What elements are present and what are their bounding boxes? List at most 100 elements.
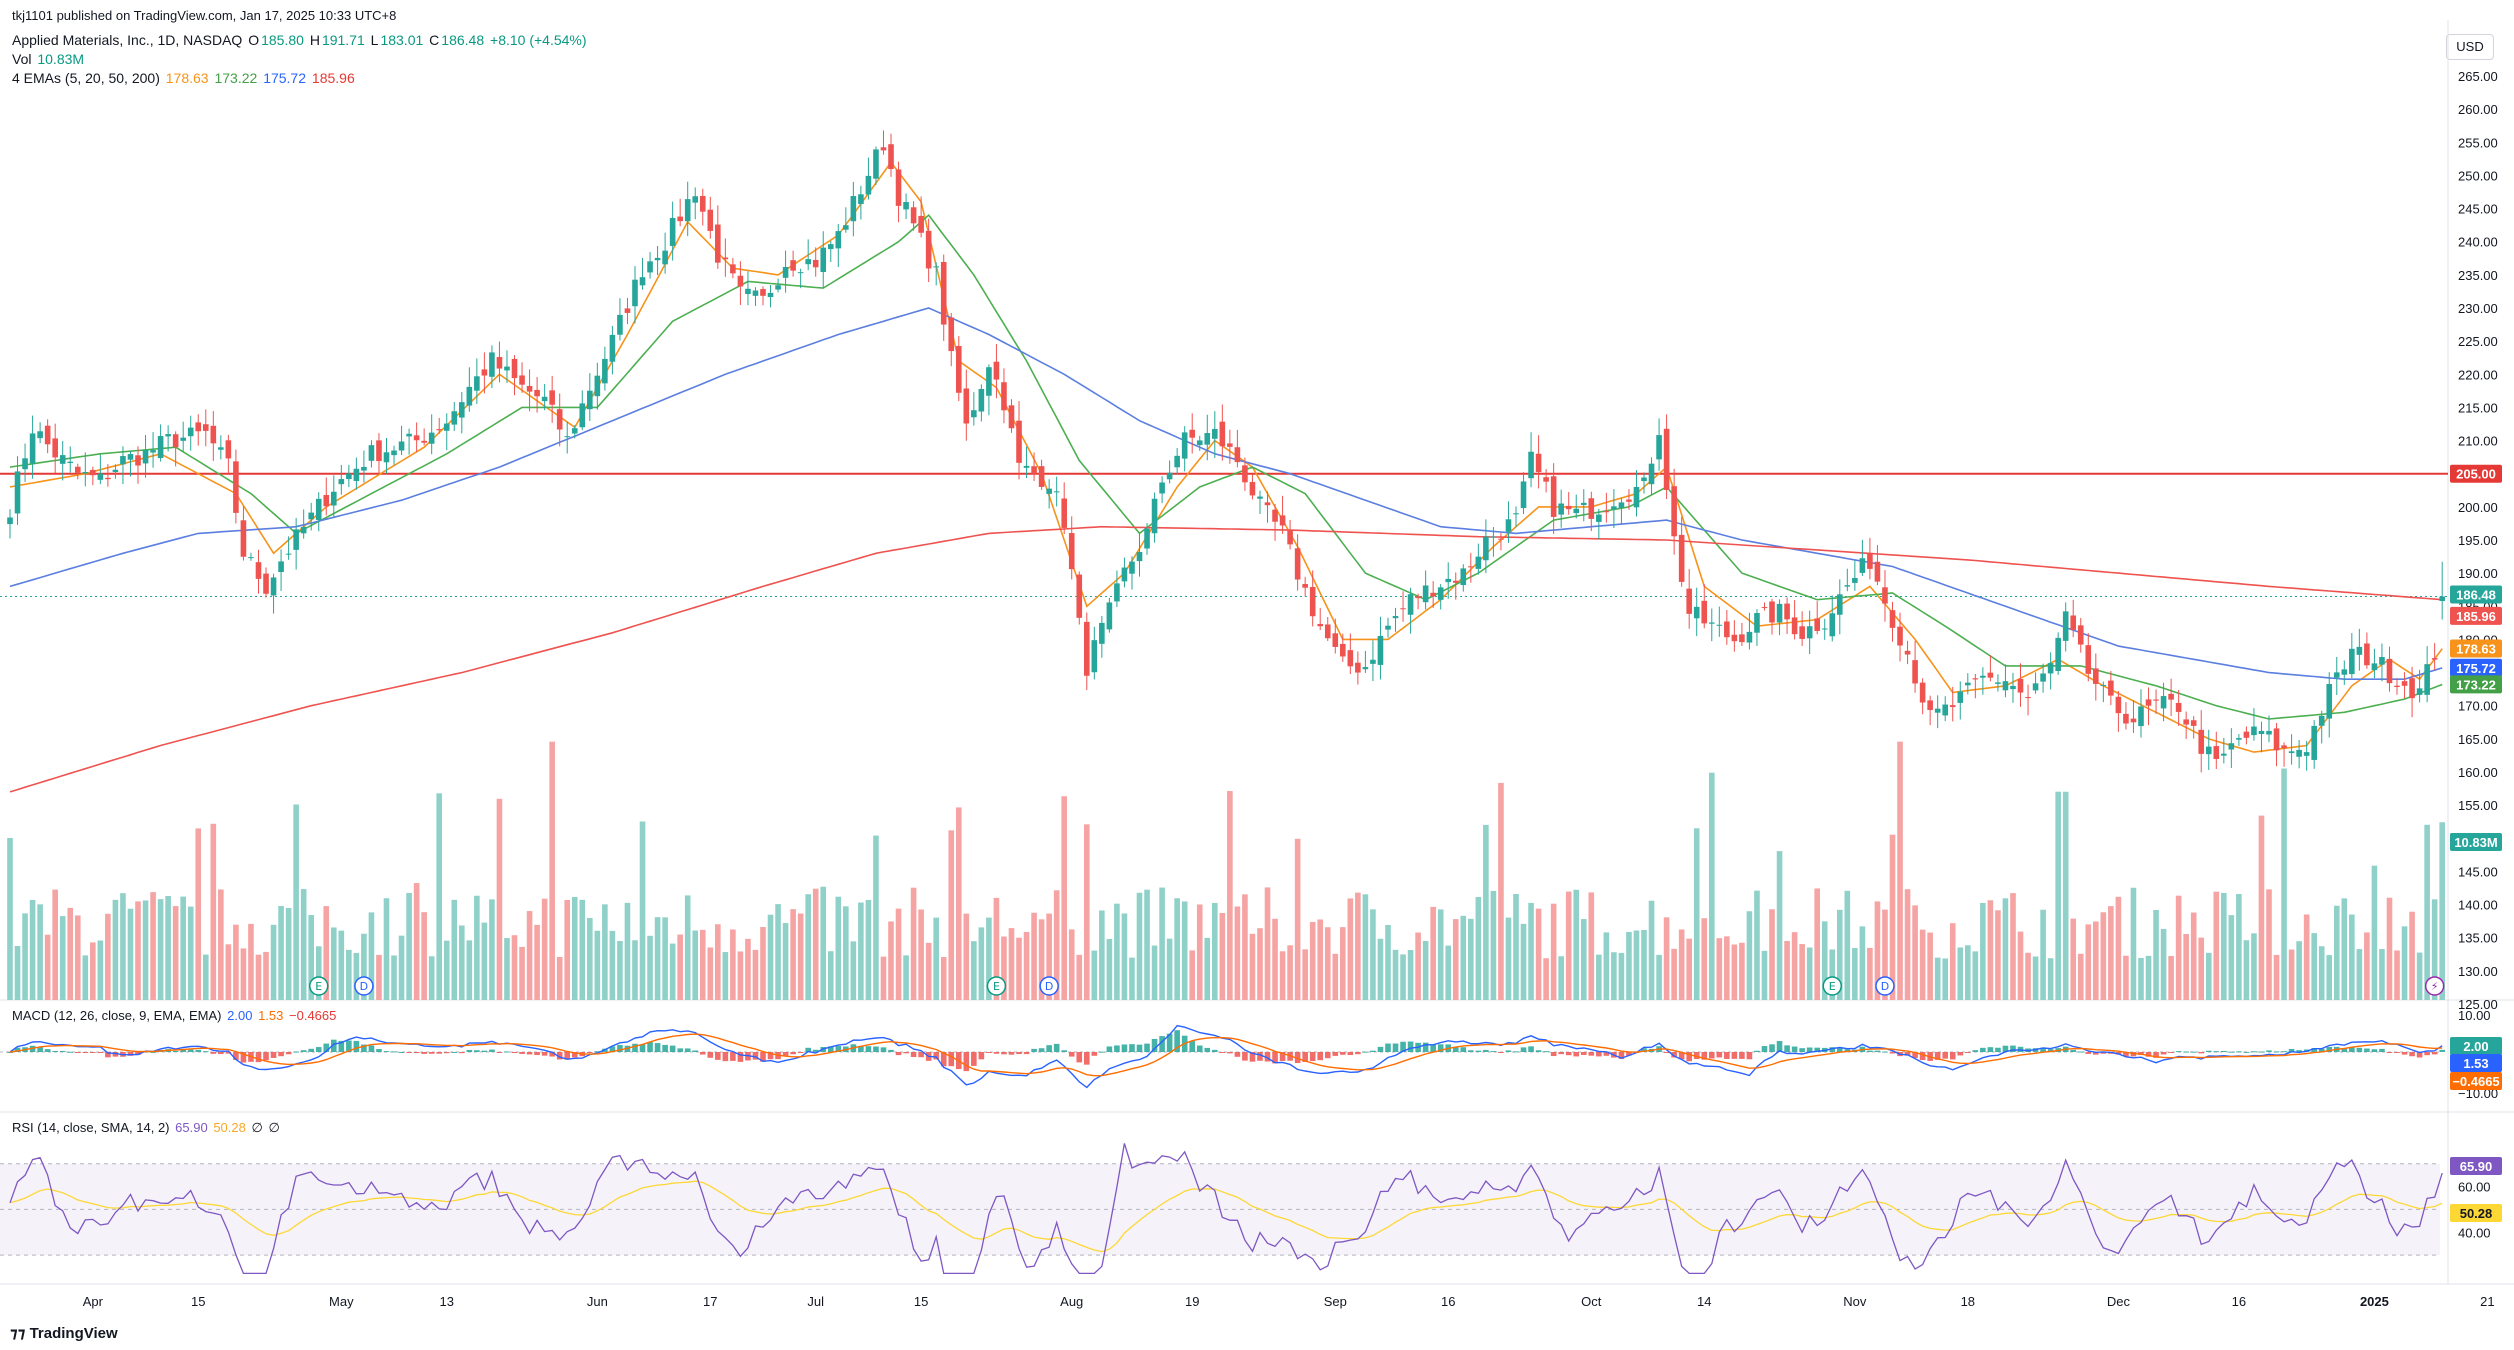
macd-histogram-bar xyxy=(2228,1051,2235,1053)
volume-bar xyxy=(1761,950,1768,1000)
volume-bar xyxy=(1031,912,1037,1000)
macd-histogram-bar xyxy=(218,1052,224,1055)
candle-body xyxy=(428,432,435,444)
macd-histogram-bar xyxy=(1806,1047,1813,1052)
macd-histogram-bar xyxy=(2439,1049,2445,1052)
candle-body xyxy=(1904,650,1911,655)
volume-bar xyxy=(240,948,247,1000)
currency-button[interactable]: USD xyxy=(2446,34,2494,60)
macd-histogram-bar xyxy=(692,1050,699,1052)
volume-bar xyxy=(1980,902,1986,1000)
candle-body xyxy=(1784,603,1790,620)
volume-bar xyxy=(2243,940,2250,1000)
macd-histogram-bar xyxy=(1573,1052,1580,1057)
volume-bar xyxy=(737,951,744,1000)
volume-bar xyxy=(910,887,917,1000)
ema-line xyxy=(9,214,2443,720)
volume-bar xyxy=(180,896,186,1000)
volume-bar xyxy=(2205,952,2212,1000)
candle-body xyxy=(2017,678,2024,693)
brand-name: TradingView xyxy=(29,1325,118,1342)
macd-histogram-bar xyxy=(1159,1036,1165,1052)
candle-body xyxy=(1460,568,1467,586)
price-tick-label: 170.00 xyxy=(2458,699,2498,714)
macd-histogram-bar xyxy=(1317,1052,1324,1061)
macd-histogram-bar xyxy=(2010,1045,2016,1052)
candle-body xyxy=(827,244,834,250)
macd-histogram-bar xyxy=(752,1052,759,1060)
candle-body xyxy=(903,202,909,210)
candle-body xyxy=(1912,660,1918,684)
candle-body xyxy=(308,512,314,520)
volume-bar xyxy=(300,889,307,1000)
volume-bar xyxy=(2108,906,2114,1000)
volume-bar xyxy=(1317,919,1324,1000)
candle-body xyxy=(1317,623,1324,627)
volume-bar xyxy=(225,944,232,1000)
macd-histogram-bar xyxy=(1972,1050,1979,1052)
macd-histogram-bar xyxy=(1829,1047,1836,1052)
candle-body xyxy=(1468,566,1474,568)
volume-bar xyxy=(1234,906,1241,1000)
candle-body xyxy=(2341,669,2348,675)
macd-histogram-bar xyxy=(1121,1044,1128,1052)
candle-body xyxy=(1565,505,1572,510)
candle-body xyxy=(1151,498,1158,534)
volume-bar xyxy=(504,938,510,1000)
time-tick-label: Nov xyxy=(1843,1294,1867,1309)
candle-body xyxy=(2010,685,2016,690)
candle-body xyxy=(993,361,1000,380)
macd-histogram-bar xyxy=(556,1052,563,1060)
candle-body xyxy=(2047,663,2054,674)
candle-body xyxy=(2093,668,2099,684)
volume-bar xyxy=(2439,822,2445,1000)
macd-histogram-bar xyxy=(978,1052,985,1060)
candle-body xyxy=(376,440,382,462)
price-tick-label: 240.00 xyxy=(2458,235,2498,250)
event-marker xyxy=(308,976,329,996)
volume-bar xyxy=(2379,949,2385,1000)
volume-bar xyxy=(1648,900,1655,1000)
candle-body xyxy=(1249,482,1256,496)
volume-bar xyxy=(165,896,171,1000)
candle-body xyxy=(1437,587,1444,600)
macd-histogram-bar xyxy=(1460,1047,1467,1052)
macd-histogram-bar xyxy=(255,1052,262,1063)
candle-body xyxy=(594,375,601,397)
candle-body xyxy=(202,424,209,431)
macd-histogram-bar xyxy=(2160,1052,2167,1055)
volume-bar xyxy=(2326,955,2333,1000)
candle-body xyxy=(1791,617,1798,635)
candle-body xyxy=(895,169,902,206)
candle-body xyxy=(436,429,443,431)
candle-body xyxy=(504,366,510,371)
price-tick-label: 160.00 xyxy=(2458,765,2498,780)
time-tick-label: Dec xyxy=(2107,1294,2131,1309)
macd-histogram-bar xyxy=(1980,1047,1986,1052)
volume-bar xyxy=(2288,949,2295,1000)
macd-histogram-bar xyxy=(391,1051,397,1053)
time-tick-label: 19 xyxy=(1185,1294,1199,1309)
volume-value: 10.83M xyxy=(37,51,85,67)
candle-body xyxy=(44,425,51,445)
volume-bar xyxy=(1987,900,1994,1000)
candle-body xyxy=(1490,536,1497,538)
macd-histogram-bar xyxy=(1385,1043,1391,1052)
candle-body xyxy=(639,277,646,286)
macd-histogram-bar xyxy=(707,1052,714,1058)
volume-bar xyxy=(1279,951,1286,1000)
volume-bar xyxy=(278,905,284,1000)
volume-bar xyxy=(353,952,360,1000)
candle-body xyxy=(1324,624,1331,639)
macd-histogram-bar xyxy=(14,1047,21,1052)
volume-bar xyxy=(699,929,706,1000)
candle-body xyxy=(888,144,894,170)
macd-histogram-bar xyxy=(2379,1048,2385,1052)
volume-bar xyxy=(1806,947,1813,1000)
volume-bar xyxy=(1347,898,1354,1000)
macd-histogram-bar xyxy=(895,1052,902,1056)
volume-bar xyxy=(2349,914,2355,1000)
macd-histogram-bar xyxy=(1023,1052,1030,1055)
volume-bar xyxy=(948,830,955,1000)
